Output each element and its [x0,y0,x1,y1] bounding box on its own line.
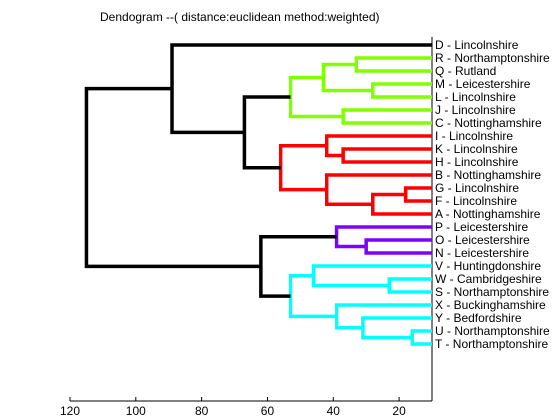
x-tick-label: 120 [60,404,80,418]
dendrogram-link [334,303,432,330]
leaf-label: C - Nottinghamshire [435,116,542,130]
leaf-label: G - Lincolnshire [435,181,519,195]
dendrogram-link [242,95,291,170]
dendrogram-link [321,62,373,93]
dendrogram-link [403,186,432,203]
dendrogram-link [361,316,432,340]
leaf-label: Q - Rutland [435,64,496,78]
dendrogram-link [288,274,337,319]
dendrogram-link [341,108,432,125]
leaf-label: W - Cambridgeshire [435,272,542,286]
dendrogram-link [410,329,432,346]
dendrogram-link [311,264,432,288]
leaf-label: R - Northamptonshire [435,51,550,65]
leaf-label: A - Nottinghamshire [435,207,541,221]
leaf-label: I - Lincolnshire [435,129,513,143]
leaf-label: D - Lincolnshire [435,38,519,52]
leaf-label: L - Lincolnshire [435,90,516,104]
dendrogram-link [259,235,337,298]
x-tick-label: 40 [327,404,341,418]
leaf-label: O - Leicestershire [435,233,530,247]
leaf-label: V - Huntingdonshire [435,259,541,273]
leaf-label: K - Lincolnshire [435,142,518,156]
leaf-label: F - Lincolnshire [435,194,517,208]
leaf-label: S - Northamptonshire [435,285,549,299]
dendrogram-link [84,86,261,269]
x-tick-label: 20 [392,404,406,418]
x-tick-label: 100 [126,404,146,418]
dendrogram-link [324,134,432,158]
chart-title: Dendogram --( distance:euclidean method:… [100,10,380,24]
dendrogram-link [354,56,432,73]
leaf-label: B - Nottinghamshire [435,168,541,182]
dendrogram-link [364,238,432,255]
dendrogram-link [387,277,432,294]
leaf-label: T - Northamptonshire [435,337,548,351]
dendrogram-link [341,147,432,164]
x-tick-label: 60 [261,404,275,418]
dendrogram-link [278,144,327,192]
leaf-label: Y - Bedfordshire [435,311,522,325]
leaf-label: J - Lincolnshire [435,103,516,117]
leaf-label: U - Northamptonshire [435,324,550,338]
dendrogram-links [84,43,432,346]
dendrogram-link [288,75,344,119]
chart-axes [70,37,433,402]
leaf-label: H - Lincolnshire [435,155,519,169]
leaf-label: M - Leicestershire [435,77,531,91]
dendrogram-link [324,173,432,206]
x-tick-label: 80 [195,404,209,418]
dendrogram-link [334,225,432,249]
x-axis-ticks: 120 100 80 60 40 20 [60,397,406,418]
dendrogram-link [371,192,432,216]
leaf-label: X - Buckinghamshire [435,298,546,312]
leaf-label: P - Leicestershire [435,220,528,234]
dendrogram-link [371,82,432,99]
leaf-label: N - Leicestershire [435,246,529,260]
